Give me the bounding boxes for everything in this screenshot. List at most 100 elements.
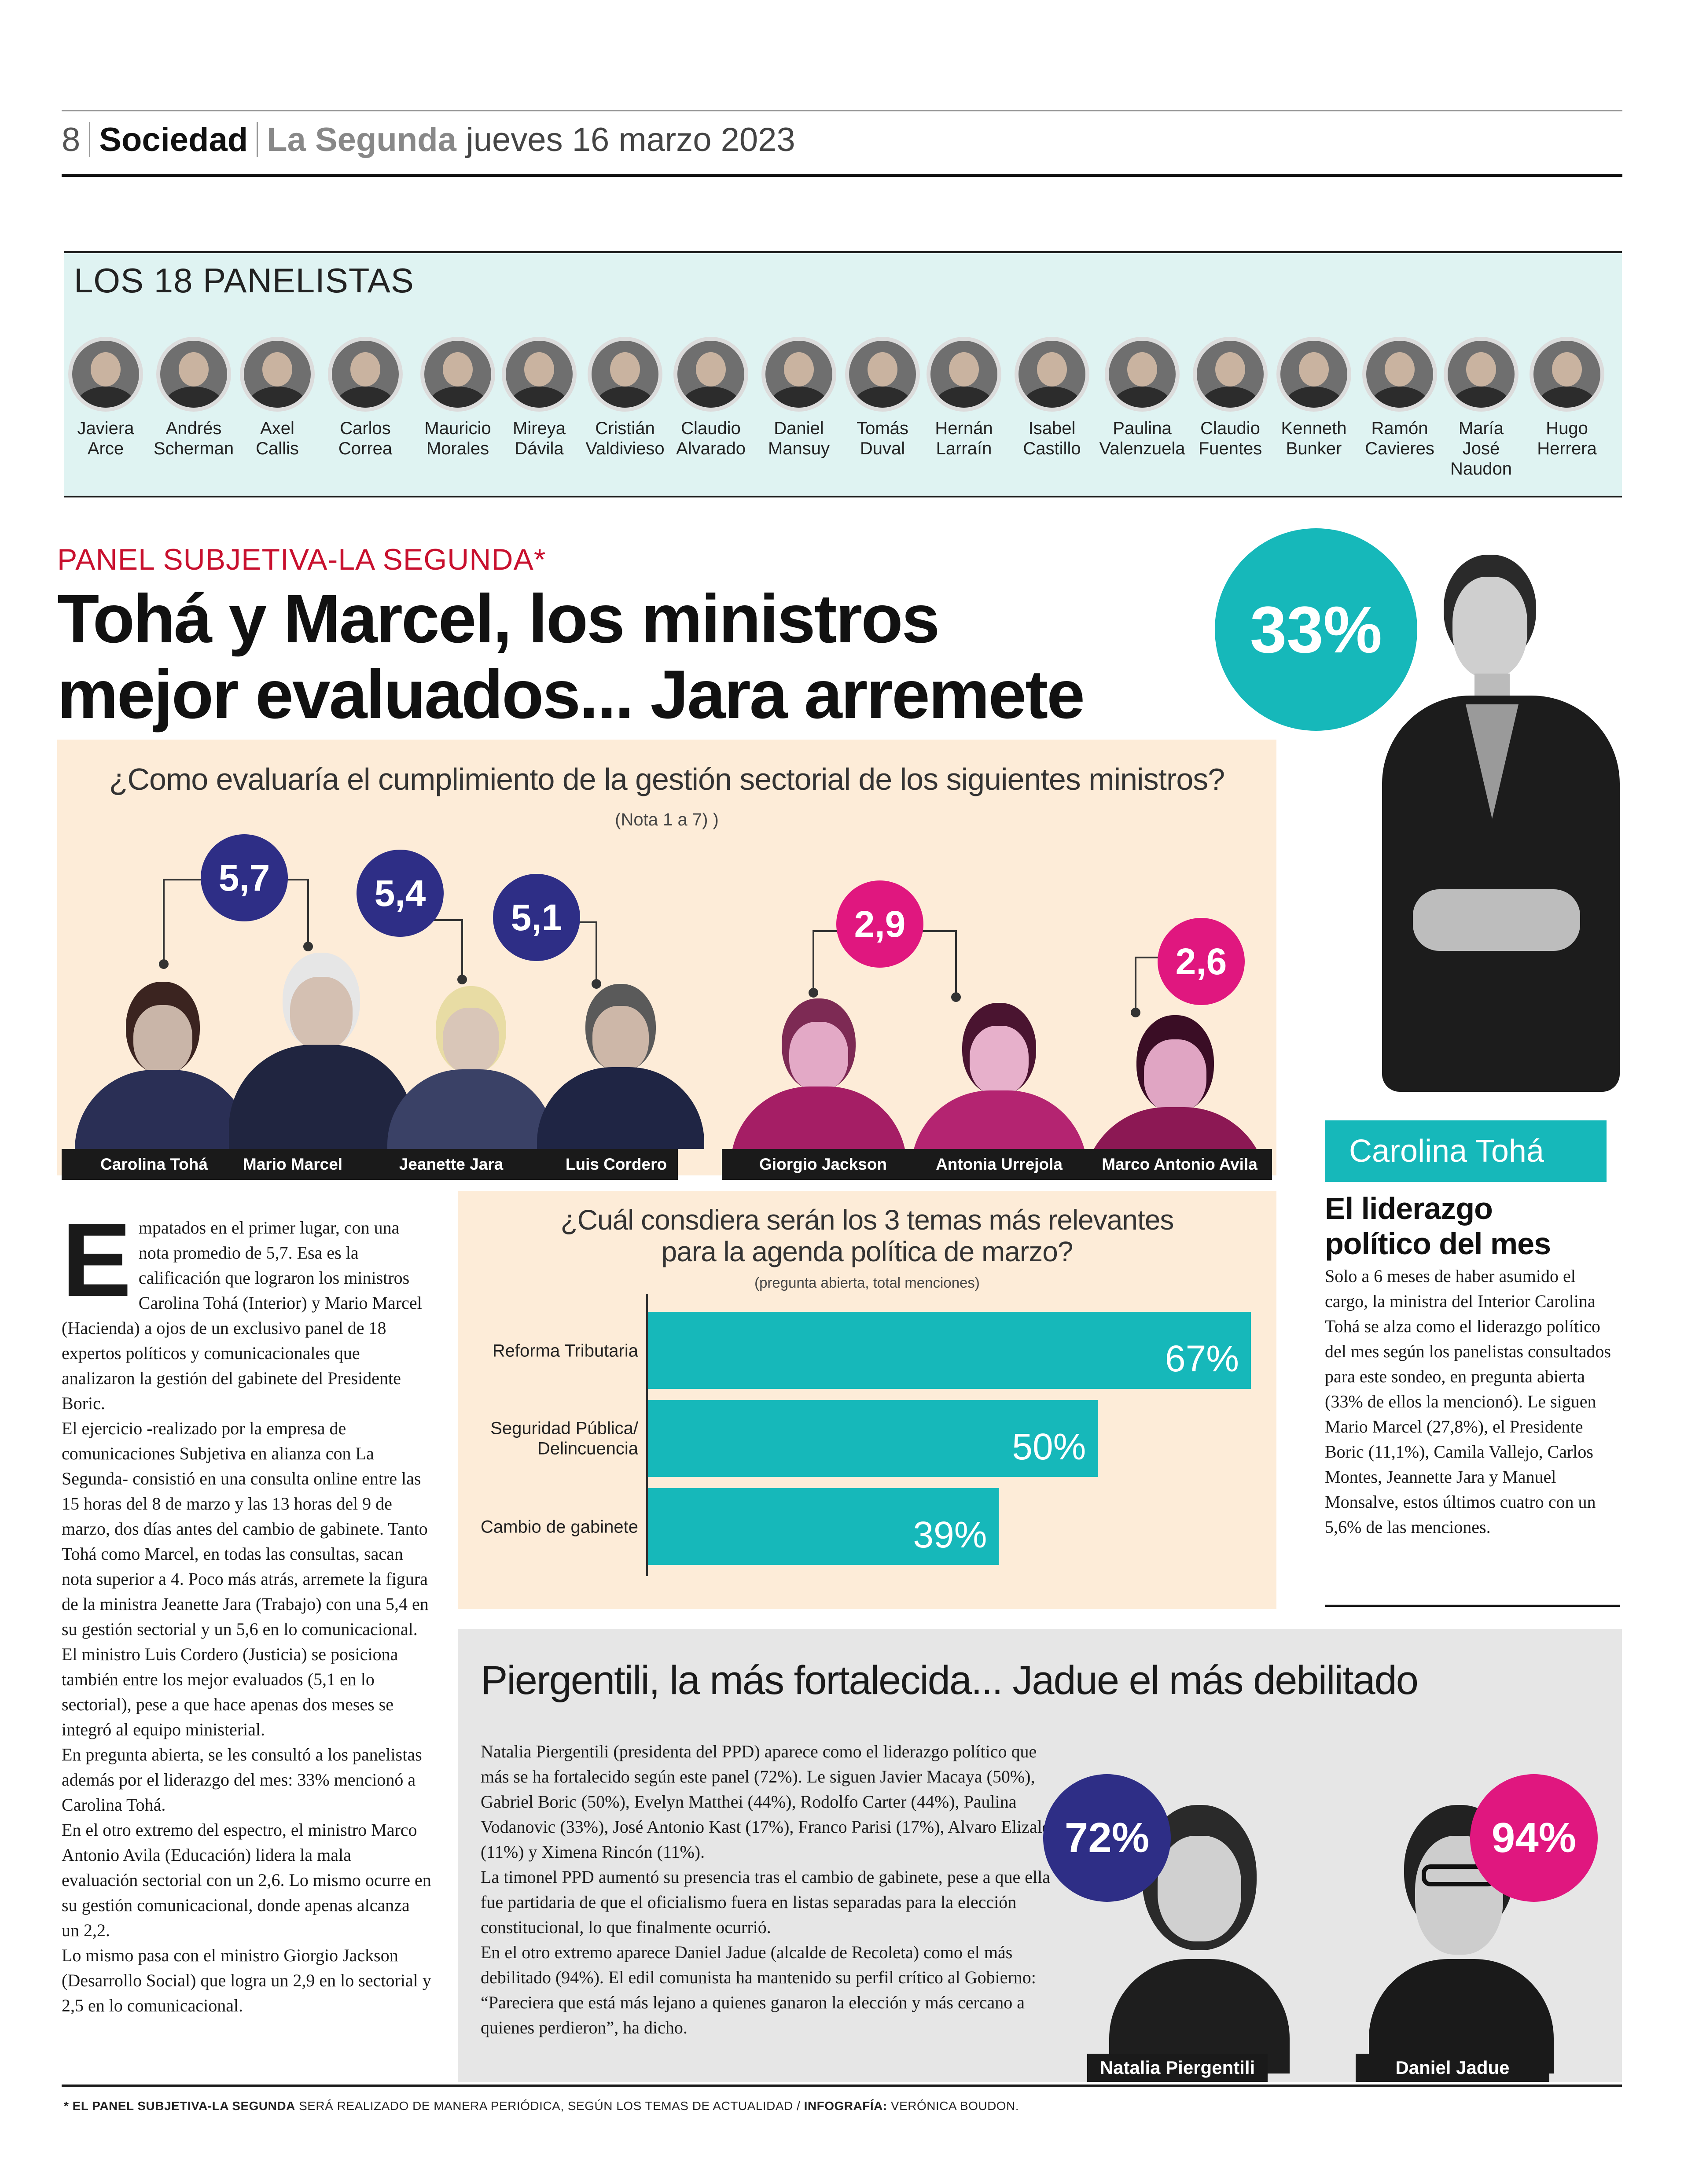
panelist-photo [1444, 337, 1519, 412]
piergentili-nameplate: Natalia Piergentili [1087, 2054, 1268, 2082]
panelist-name: Cristián Valdivieso [581, 418, 669, 459]
chart-category-label: Cambio de gabinete [481, 1517, 638, 1537]
panelist-name-line1: Hernán [935, 419, 993, 438]
nameplate-jara: Jeanette Jara [399, 1155, 504, 1173]
panelist-photo [1193, 337, 1268, 412]
chart-bar [648, 1312, 1251, 1389]
panelist-name: Tomás Duval [838, 418, 927, 459]
connector-avila [1135, 957, 1166, 1013]
nameplate-avila: Marco Antonio Avila [1102, 1155, 1257, 1173]
panelist-name: Axel Callis [233, 418, 321, 459]
fortalecida-paragraph-1: Natalia Piergentili (presidenta del PPD)… [481, 1742, 1059, 1862]
panelist-photo [1105, 337, 1180, 412]
connector-jara [425, 919, 463, 980]
jadue-percent-badge: 94% [1470, 1774, 1598, 1902]
panelist-name-line1: Axel [260, 419, 294, 438]
panelist-photo [1362, 337, 1437, 412]
panelist-name: Isabel Castillo [1008, 418, 1096, 459]
panelist-name-line1: Andrés [165, 419, 222, 438]
panelist-name: Daniel Mansuy [755, 418, 843, 459]
chart-value-label: 67% [1165, 1338, 1239, 1379]
score-badge-jara: 5,4 [357, 850, 444, 937]
nameplate-marcel: Mario Marcel [243, 1155, 343, 1173]
header-top-rule [62, 110, 1622, 111]
panelist-name-line1: Daniel [774, 419, 824, 438]
article-dropcap: E [62, 1202, 132, 1319]
article-paragraph-1: mpatados en el primer lugar, con una not… [62, 1218, 422, 1413]
panelist-name-line2: José [1462, 439, 1500, 458]
leader-percent-badge: 33% [1215, 528, 1417, 731]
chart-bar [648, 1400, 1098, 1477]
panelist-name-line2: Herrera [1537, 439, 1597, 458]
footer-bold-1: * EL PANEL SUBJETIVA-LA SEGUNDA [64, 2099, 295, 2113]
article-column: E mpatados en el primer lugar, con una n… [62, 1202, 431, 2074]
panelist-name-line1: Kenneth [1281, 419, 1347, 438]
panelist-name-line1: Claudio [1200, 419, 1260, 438]
chart-category-label: Reforma Tributaria [493, 1341, 639, 1361]
page-header: 8 Sociedad La Segunda jueves 16 marzo 20… [62, 115, 942, 164]
panelist-name-line1: Mauricio [424, 419, 491, 438]
panelist-name: Kenneth Bunker [1270, 418, 1358, 459]
score-badge-cordero: 5,1 [493, 874, 580, 961]
marcel-minister-photo [229, 942, 414, 1149]
jackson-minister-photo [731, 991, 907, 1149]
toha-portrait [1334, 546, 1624, 1140]
topics-bar-chart: 67% Reforma Tributaria 50% Seguridad Públic… [481, 1294, 1251, 1576]
fortalecida-paragraph-2: La timonel PPD aumentó su presencia tras… [481, 1867, 1051, 1937]
avila-minister-photo [1083, 1008, 1268, 1149]
panelist-name-line1: Tomás [857, 419, 908, 438]
panelist-name-line2: Larraín [936, 439, 992, 458]
score-badge-avila: 2,6 [1158, 918, 1245, 1005]
panelist-name: Carlos Correa [321, 418, 409, 459]
chart-value-label: 39% [913, 1514, 987, 1555]
panelists-title: LOS 18 PANELISTAS [74, 261, 414, 300]
panelist-name: Claudio Fuentes [1186, 418, 1274, 459]
topics-question-line-1: ¿Cuál consdiera serán los 3 temas más re… [560, 1204, 1174, 1236]
topics-note: (pregunta abierta, total menciones) [754, 1274, 980, 1291]
leader-title-line-2: político del mes [1325, 1226, 1551, 1261]
nameplate-cordero: Luis Cordero [565, 1155, 667, 1173]
header-date: jueves 16 marzo 2023 [466, 121, 795, 158]
chart-bar [648, 1488, 999, 1565]
footer-text-2: VERÓNICA BOUDON. [887, 2099, 1019, 2113]
panelist-photo [1530, 337, 1604, 412]
article-paragraph-3: El ministro Luis Cordero (Justicia) se p… [62, 1644, 398, 1739]
panelist-name-line1: Javiera [77, 419, 134, 438]
panelist-name: Andrés Scherman [150, 418, 238, 459]
page-number: 8 [62, 121, 81, 158]
panelist-photo [420, 337, 495, 412]
header-divider [257, 122, 258, 157]
leader-title-line-1: El liderazgo [1325, 1191, 1493, 1226]
panelist-name-line1: Hugo [1546, 419, 1588, 438]
panelist-name: Ramón Cavieres [1356, 418, 1444, 459]
panelist-name-line2: Mansuy [768, 439, 830, 458]
panelist-name-line2: Valenzuela [1099, 439, 1185, 458]
headline-line-1: Tohá y Marcel, los ministros [57, 581, 940, 657]
score-badge-jackson-urrejola: 2,9 [836, 880, 923, 968]
footer-credit: * EL PANEL SUBJETIVA-LA SEGUNDA SERÁ REA… [64, 2099, 1019, 2113]
panelist-name-line1: María [1458, 419, 1504, 438]
panelist-photo [502, 337, 577, 412]
panelist-name-line2: Cavieres [1365, 439, 1434, 458]
jara-minister-photo [387, 977, 555, 1149]
piergentili-percent-badge: 72% [1043, 1774, 1171, 1902]
article-paragraph-5: En el otro extremo del espectro, el mini… [62, 1820, 431, 1940]
chart-value-label: 50% [1012, 1426, 1086, 1467]
panelist-name-line1: Carlos [340, 419, 391, 438]
panelist-name-line2: Callis [256, 439, 299, 458]
panelist-name-line3: Naudon [1450, 459, 1512, 479]
panelist-photo [588, 337, 662, 412]
urrejola-minister-photo [911, 995, 1087, 1149]
panelist-name-line2: Fuentes [1198, 439, 1262, 458]
panelist-photo [68, 337, 143, 412]
panelist-photo [673, 337, 748, 412]
panelist-name-line2: Valdivieso [585, 439, 665, 458]
kicker: PANEL SUBJETIVA-LA SEGUNDA* [57, 543, 546, 576]
footer-text-1: SERÁ REALIZADO DE MANERA PERIÓDICA, SEGÚ… [295, 2099, 804, 2113]
leader-title: El liderazgo político del mes [1325, 1191, 1551, 1261]
panelist-name-line2: Dávila [515, 439, 564, 458]
panelist-name-line1: Paulina [1113, 419, 1172, 438]
topics-question: ¿Cuál consdiera serán los 3 temas más re… [458, 1204, 1276, 1267]
panelist-name-line2: Bunker [1286, 439, 1342, 458]
panelist-photo [240, 337, 315, 412]
